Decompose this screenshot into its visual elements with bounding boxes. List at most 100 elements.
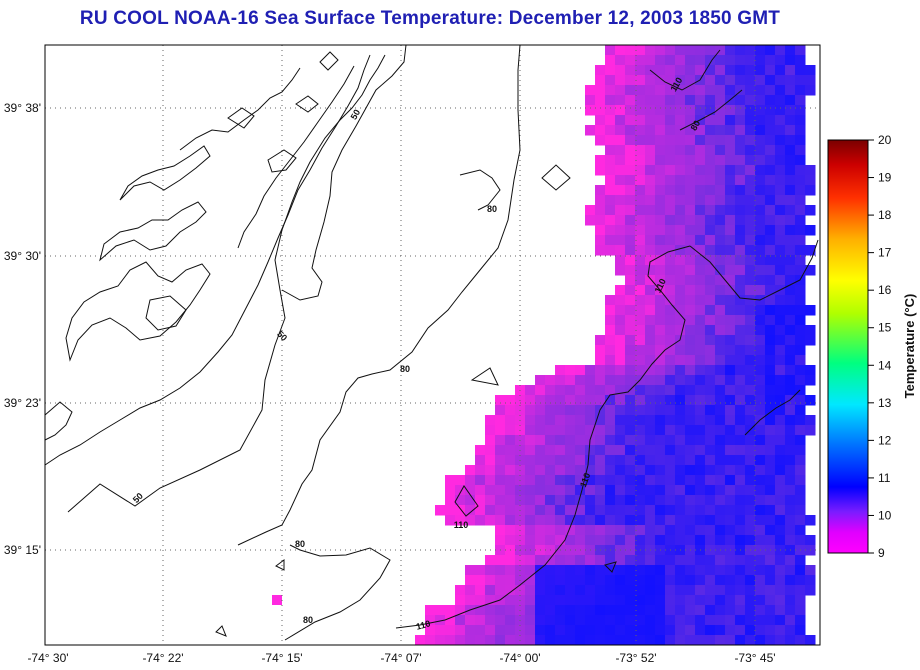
sst-pixel: [805, 335, 816, 346]
sst-pixel: [725, 595, 736, 606]
sst-pixel: [795, 295, 806, 306]
sst-pixel: [795, 235, 806, 246]
sst-pixel: [685, 565, 696, 576]
sst-pixel: [735, 155, 746, 166]
sst-pixel: [595, 595, 606, 606]
sst-pixel: [735, 615, 746, 626]
sst-pixel: [725, 525, 736, 536]
sst-pixel: [765, 105, 776, 116]
sst-pixel: [745, 115, 756, 126]
sst-pixel: [705, 325, 716, 336]
sst-pixel: [745, 415, 756, 426]
sst-pixel: [675, 575, 686, 586]
sst-pixel: [665, 65, 676, 76]
sst-pixel: [745, 485, 756, 496]
contour-label: 80: [400, 364, 410, 374]
sst-pixel: [755, 605, 766, 616]
sst-pixel: [725, 355, 736, 366]
sst-pixel: [595, 345, 606, 356]
sst-pixel: [595, 425, 606, 436]
sst-pixel: [585, 475, 596, 486]
sst-pixel: [695, 615, 706, 626]
sst-pixel: [745, 495, 756, 506]
sst-pixel: [755, 55, 766, 66]
sst-pixel: [485, 415, 496, 426]
sst-pixel: [765, 265, 776, 276]
sst-pixel: [605, 535, 616, 546]
sst-pixel: [505, 455, 516, 466]
sst-pixel: [575, 575, 586, 586]
sst-pixel: [525, 435, 536, 446]
sst-pixel: [765, 415, 776, 426]
sst-pixel: [535, 605, 546, 616]
sst-pixel: [665, 235, 676, 246]
sst-pixel: [775, 605, 786, 616]
sst-pixel: [745, 55, 756, 66]
sst-pixel: [685, 615, 696, 626]
sst-pixel: [775, 585, 786, 596]
sst-pixel: [745, 335, 756, 346]
sst-pixel: [775, 305, 786, 316]
sst-pixel: [725, 535, 736, 546]
sst-pixel: [535, 615, 546, 626]
sst-pixel: [775, 175, 786, 186]
sst-pixel: [775, 205, 786, 216]
sst-pixel: [645, 145, 656, 156]
sst-pixel: [635, 315, 646, 326]
sst-pixel: [505, 485, 516, 496]
sst-pixel: [745, 85, 756, 96]
sst-pixel: [655, 405, 666, 416]
sst-pixel: [755, 405, 766, 416]
sst-pixel: [735, 445, 746, 456]
sst-pixel: [445, 515, 456, 526]
sst-pixel: [805, 205, 816, 216]
sst-pixel: [665, 605, 676, 616]
sst-pixel: [805, 165, 816, 176]
sst-pixel: [695, 405, 706, 416]
sst-pixel: [645, 315, 656, 326]
sst-pixel: [505, 635, 516, 645]
sst-pixel: [505, 535, 516, 546]
sst-pixel: [725, 285, 736, 296]
sst-pixel: [715, 315, 726, 326]
lat-tick-label: 39° 30': [4, 249, 41, 263]
sst-pixel: [415, 635, 426, 645]
sst-pixel: [545, 565, 556, 576]
sst-pixel: [675, 515, 686, 526]
sst-pixel: [765, 475, 776, 486]
sst-pixel: [585, 215, 596, 226]
colorbar-gradient: [827, 139, 869, 554]
sst-pixel: [545, 525, 556, 536]
sst-pixel: [535, 465, 546, 476]
sst-pixel: [715, 185, 726, 196]
sst-pixel: [725, 185, 736, 196]
sst-pixel: [645, 185, 656, 196]
sst-pixel: [635, 485, 646, 496]
sst-pixel: [505, 405, 516, 416]
sst-pixel: [685, 465, 696, 476]
sst-pixel: [605, 555, 616, 566]
sst-pixel: [695, 45, 706, 56]
sst-pixel: [615, 625, 626, 636]
sst-pixel: [475, 465, 486, 476]
sst-pixel: [585, 605, 596, 616]
sst-pixel: [775, 215, 786, 226]
sst-pixel: [695, 325, 706, 336]
sst-pixel: [595, 235, 606, 246]
sst-pixel: [735, 55, 746, 66]
sst-pixel: [735, 125, 746, 136]
sst-pixel: [595, 455, 606, 466]
sst-pixel: [705, 515, 716, 526]
sst-pixel: [725, 435, 736, 446]
sst-pixel: [775, 425, 786, 436]
sst-pixel: [585, 365, 596, 376]
sst-pixel: [725, 475, 736, 486]
sst-pixel: [725, 205, 736, 216]
sst-pixel: [705, 615, 716, 626]
sst-pixel: [765, 65, 776, 76]
sst-pixel: [625, 175, 636, 186]
sst-pixel: [605, 295, 616, 306]
sst-pixel: [635, 285, 646, 296]
sst-pixel: [465, 505, 476, 516]
sst-pixel: [505, 495, 516, 506]
